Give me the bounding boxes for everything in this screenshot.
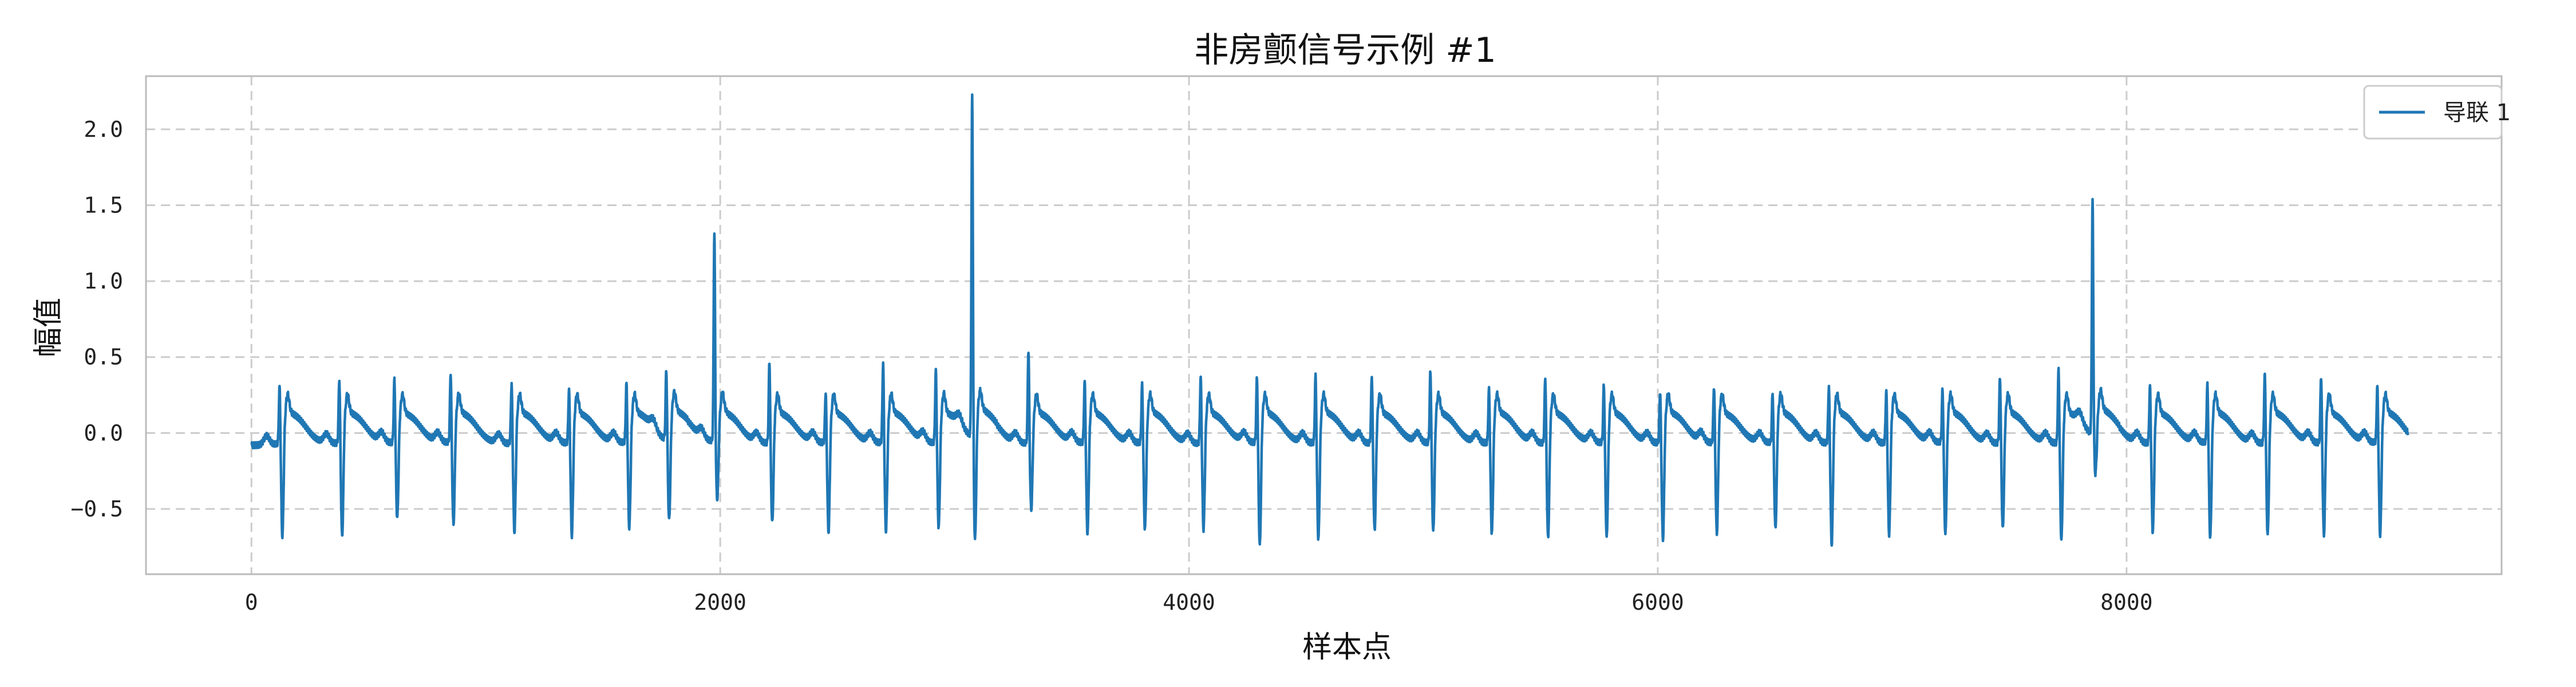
x-tick-label: 2000 <box>694 590 746 615</box>
y-axis-title: 幅值 <box>31 298 66 357</box>
x-tick-label: 8000 <box>2100 590 2153 615</box>
y-tick-label: 1.5 <box>84 192 123 218</box>
legend-label-lead-1: 导联 1 <box>2443 100 2511 126</box>
y-tick-label: −0.5 <box>70 496 123 522</box>
y-tick-label: 1.0 <box>84 269 123 294</box>
x-tick-label: 6000 <box>1631 590 1684 615</box>
legend-box <box>2363 85 2503 140</box>
legend: 导联 1 <box>2363 85 2511 140</box>
y-tick-label: 2.0 <box>84 117 123 142</box>
y-tick-label: 0.0 <box>84 420 123 445</box>
y-tick-label: 0.5 <box>84 345 123 370</box>
y-axis-ticks: −0.5 0.0 0.5 1.0 1.5 2.0 <box>70 117 123 522</box>
x-tick-label: 0 <box>245 590 258 615</box>
series-layer <box>250 93 2409 547</box>
grid-lines <box>146 76 2502 574</box>
chart-title: 非房颤信号示例 #1 <box>1194 30 1496 70</box>
x-tick-label: 4000 <box>1163 590 1215 615</box>
x-axis-ticks: 0 2000 4000 6000 8000 <box>245 590 2153 615</box>
series-line-lead-1 <box>250 93 2409 547</box>
x-axis-title: 样本点 <box>1302 630 1392 665</box>
plot-frame <box>145 75 2503 575</box>
